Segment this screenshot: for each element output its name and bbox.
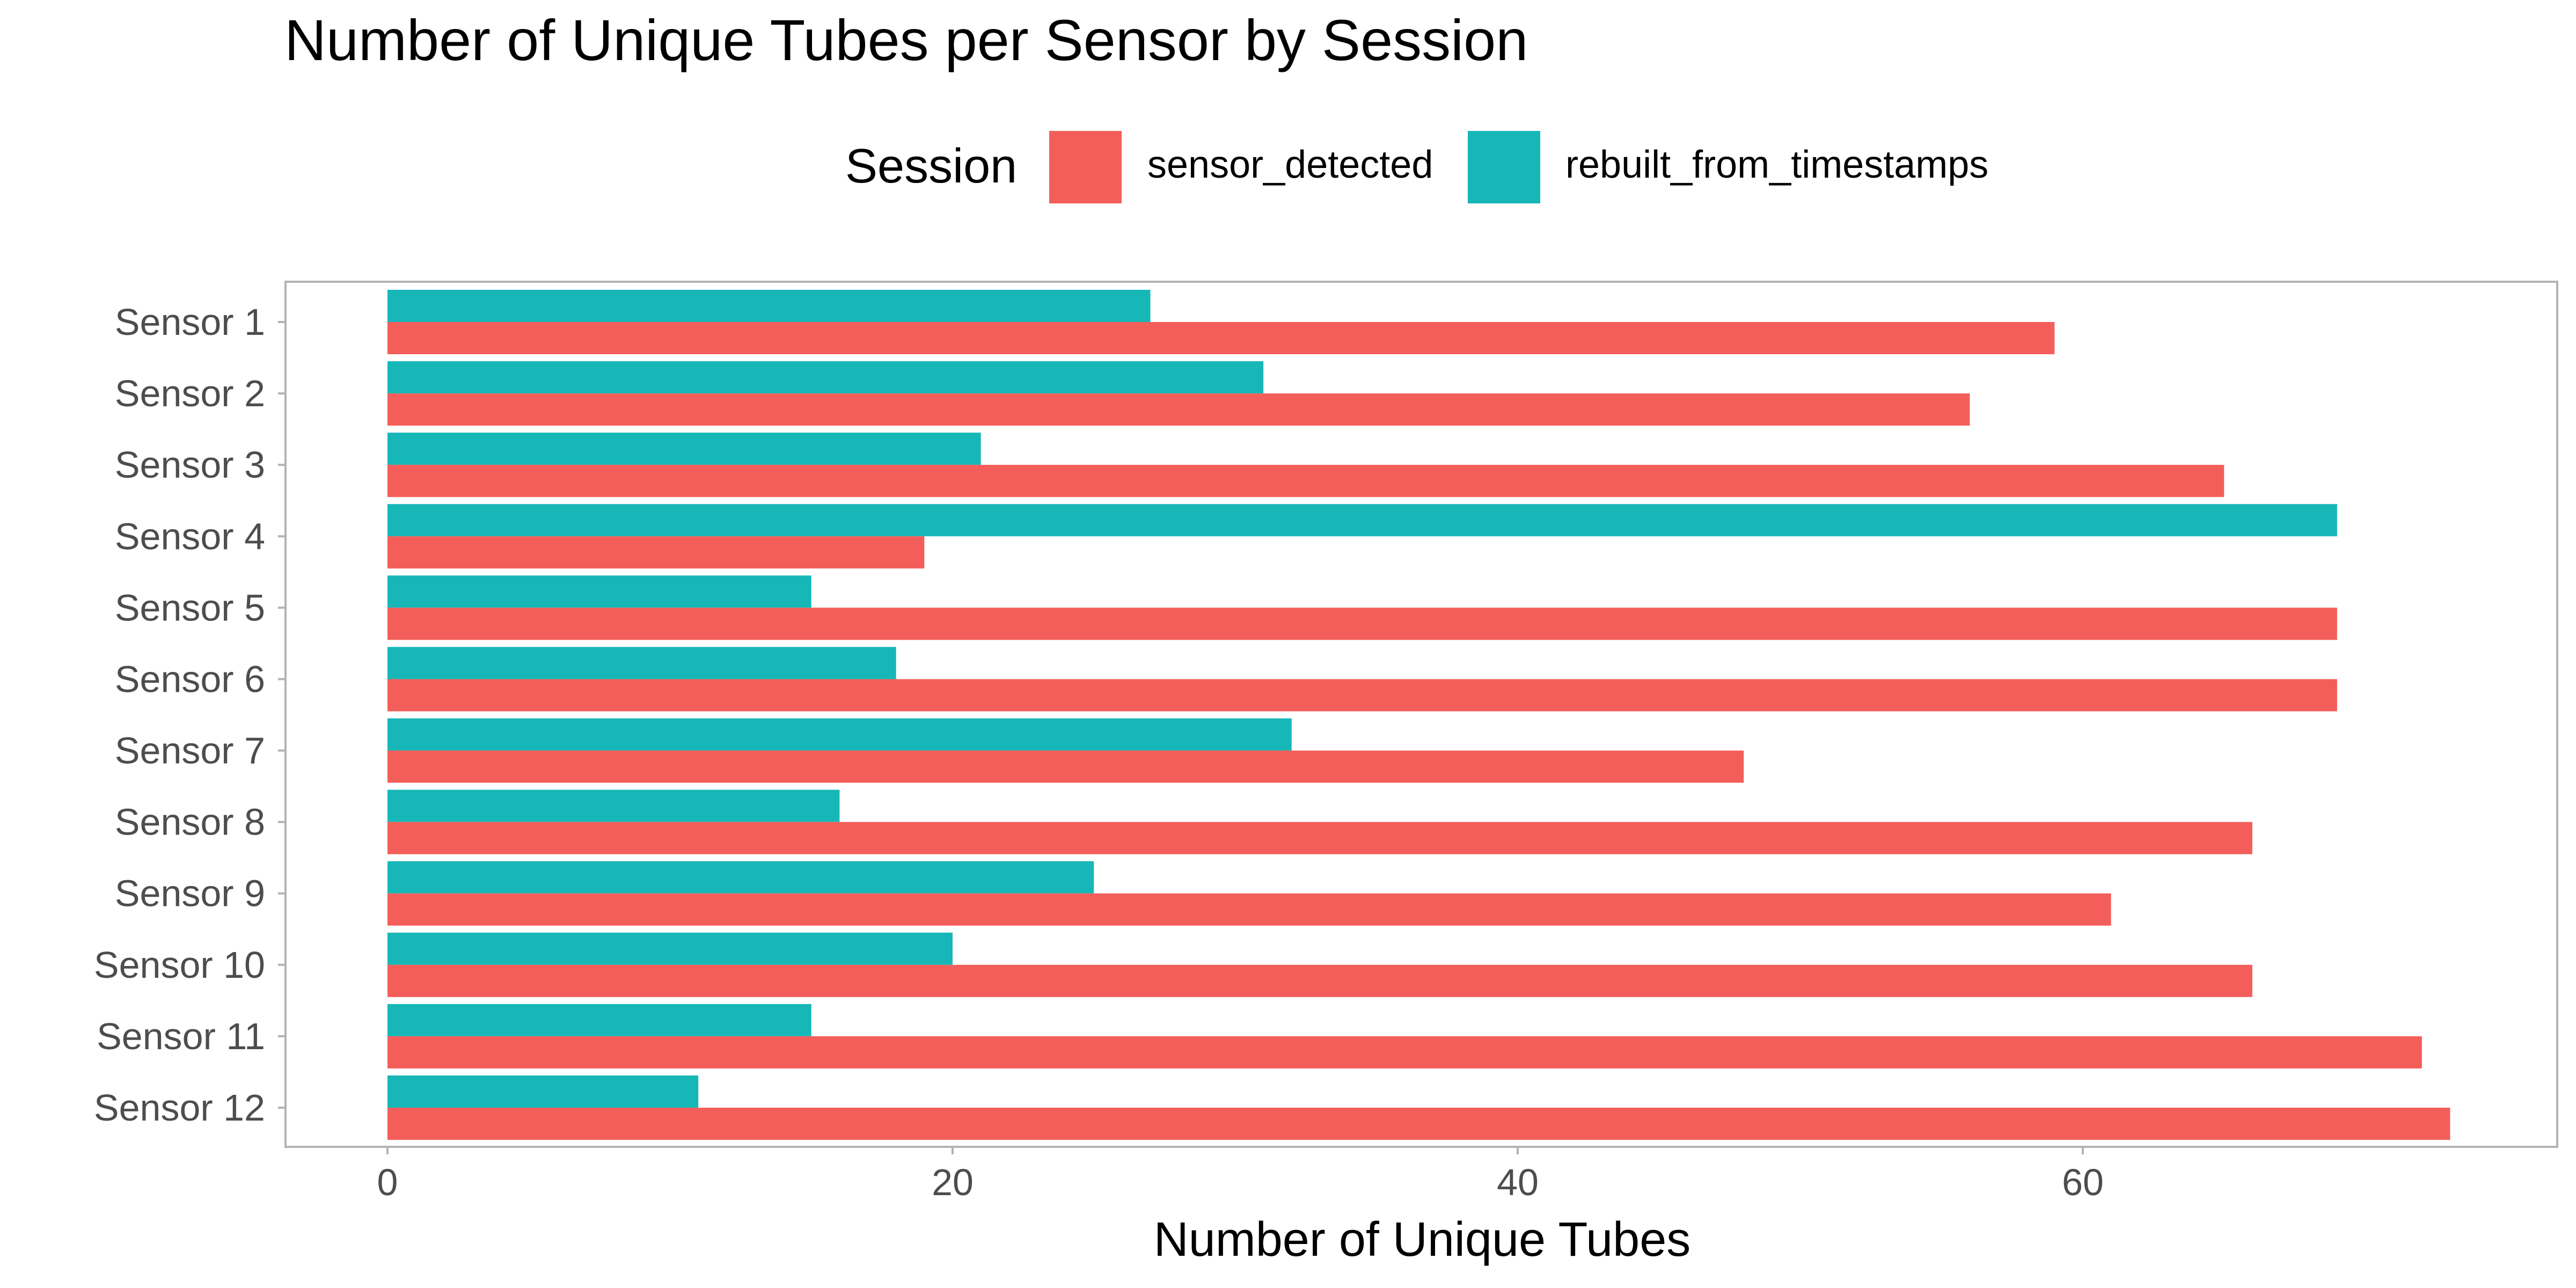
y-tick-label: Sensor 9 (115, 873, 265, 914)
y-tick-label: Sensor 5 (115, 587, 265, 628)
legend-title: Session (845, 140, 1017, 193)
bar-sensor-7-rebuilt-from-timestamps (387, 718, 1292, 751)
x-tick-label: 20 (932, 1161, 974, 1203)
y-tick-label: Sensor 6 (115, 658, 265, 700)
bar-sensor-10-sensor-detected (387, 964, 2252, 997)
bar-sensor-9-sensor-detected (387, 893, 2111, 926)
bar-sensor-6-sensor-detected (387, 679, 2337, 712)
y-tick-label: Sensor 8 (115, 801, 265, 843)
y-axis: Sensor 1 Sensor 2 Sensor 3 Sensor 4 Sensor 5… (94, 301, 286, 1129)
chart-title: Number of Unique Tubes per Sensor by Ses… (284, 8, 1528, 72)
y-tick-label: Sensor 4 (115, 515, 265, 557)
bar-sensor-3-rebuilt-from-timestamps (387, 433, 981, 465)
legend: Session sensor_detected rebuilt_from_tim… (845, 131, 1988, 203)
y-tick-label: Sensor 11 (97, 1015, 265, 1057)
bar-sensor-6-rebuilt-from-timestamps (387, 647, 896, 679)
bar-sensor-2-sensor-detected (387, 393, 1970, 426)
y-tick-label: Sensor 10 (94, 944, 265, 986)
bar-sensor-1-rebuilt-from-timestamps (387, 290, 1151, 322)
bar-sensor-12-sensor-detected (387, 1108, 2450, 1140)
bar-sensor-4-rebuilt-from-timestamps (387, 504, 2337, 537)
bar-sensor-5-rebuilt-from-timestamps (387, 575, 811, 608)
bar-sensor-8-rebuilt-from-timestamps (387, 789, 840, 822)
y-tick-label: Sensor 7 (115, 730, 265, 772)
bar-sensor-11-sensor-detected (387, 1036, 2422, 1069)
x-tick-label: 60 (2062, 1161, 2104, 1203)
x-axis: 0 20 40 60 (377, 1147, 2104, 1203)
bar-sensor-3-sensor-detected (387, 465, 2224, 497)
x-tick-label: 0 (377, 1161, 398, 1203)
bar-sensor-1-sensor-detected (387, 322, 2055, 354)
bar-sensor-7-sensor-detected (387, 750, 1744, 783)
legend-label-rebuilt-from-timestamps: rebuilt_from_timestamps (1565, 143, 1988, 186)
y-tick-label: Sensor 1 (115, 301, 265, 343)
bar-sensor-9-rebuilt-from-timestamps (387, 861, 1094, 894)
bar-sensor-11-rebuilt-from-timestamps (387, 1004, 811, 1036)
y-tick-label: Sensor 3 (115, 444, 265, 486)
x-axis-title: Number of Unique Tubes (1154, 1213, 1691, 1267)
bar-sensor-10-rebuilt-from-timestamps (387, 932, 953, 965)
y-tick-label: Sensor 2 (115, 372, 265, 414)
bars-layer (387, 290, 2450, 1140)
bar-sensor-12-rebuilt-from-timestamps (387, 1075, 699, 1108)
y-tick-label: Sensor 12 (94, 1087, 265, 1129)
bar-sensor-5-sensor-detected (387, 608, 2337, 640)
legend-label-sensor-detected: sensor_detected (1147, 143, 1433, 186)
bar-sensor-2-rebuilt-from-timestamps (387, 361, 1264, 394)
x-tick-label: 40 (1497, 1161, 1539, 1203)
legend-swatch-rebuilt-from-timestamps (1468, 131, 1540, 203)
bar-sensor-8-sensor-detected (387, 822, 2252, 854)
plot-panel (284, 281, 2558, 1148)
bar-sensor-4-sensor-detected (387, 536, 925, 569)
legend-swatch-sensor-detected (1049, 131, 1122, 203)
